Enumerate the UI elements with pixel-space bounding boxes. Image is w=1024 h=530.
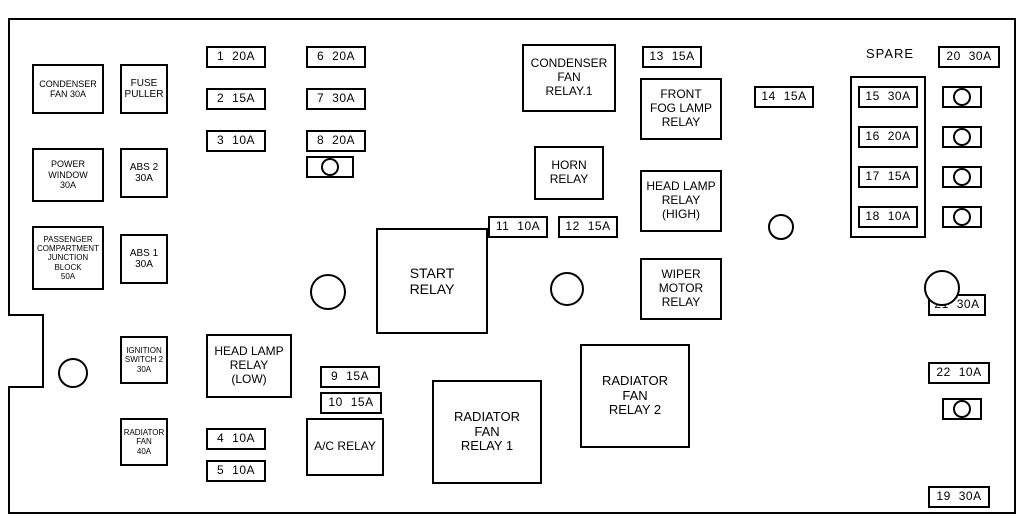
fuse-4: 410A — [206, 428, 266, 450]
fuse-11: 1110A — [488, 216, 548, 238]
cb-6 — [942, 398, 982, 420]
fuse-17: 1715A — [858, 166, 918, 188]
cb-3 — [942, 126, 982, 148]
fuse-18: 1810A — [858, 206, 918, 228]
head-lamp-relay-low: HEAD LAMPRELAY(LOW) — [206, 334, 292, 398]
radiator-fan-40a: RADIATORFAN40A — [120, 418, 168, 466]
condenser-fan-relay-1: CONDENSERFANRELAY.1 — [522, 44, 616, 112]
fuse-10: 1015A — [320, 392, 382, 414]
cb-1 — [306, 156, 354, 178]
abs2-30a: ABS 230A — [120, 148, 168, 198]
bolt-left — [58, 358, 88, 388]
radiator-fan-relay-2: RADIATORFANRELAY 2 — [580, 344, 690, 448]
abs1-30a: ABS 130A — [120, 234, 168, 284]
bolt-mid-2 — [550, 272, 584, 306]
notch — [8, 314, 44, 388]
fuse-7: 730A — [306, 88, 366, 110]
head-lamp-relay-high: HEAD LAMPRELAY(HIGH) — [640, 170, 722, 232]
fusebox-outline: SPARE CONDENSERFAN 30A FUSEPULLER POWERWIN… — [8, 18, 1016, 514]
radiator-fan-relay-1: RADIATORFANRELAY 1 — [432, 380, 542, 484]
condenser-fan-30a: CONDENSERFAN 30A — [32, 64, 104, 114]
fuse-3: 310A — [206, 130, 266, 152]
fuse-5: 510A — [206, 460, 266, 482]
fuse-22: 2210A — [928, 362, 990, 384]
notch-cover — [4, 316, 12, 382]
fuse-16: 1620A — [858, 126, 918, 148]
fuse-15: 1530A — [858, 86, 918, 108]
fuse-2: 215A — [206, 88, 266, 110]
front-fog-lamp-relay: FRONTFOG LAMPRELAY — [640, 78, 722, 140]
cb-2 — [942, 86, 982, 108]
bolt-mid-1 — [310, 274, 346, 310]
fuse-13: 1315A — [642, 46, 702, 68]
horn-relay: HORNRELAY — [534, 146, 604, 200]
fuse-8: 820A — [306, 130, 366, 152]
bolt-right — [924, 270, 960, 306]
spare-label: SPARE — [866, 46, 914, 61]
power-window-30a: POWERWINDOW30A — [32, 148, 104, 202]
fuse-12: 1215A — [558, 216, 618, 238]
start-relay: STARTRELAY — [376, 228, 488, 334]
pcjb-50a: PASSENGERCOMPARTMENTJUNCTIONBLOCK50A — [32, 226, 104, 290]
wiper-motor-relay: WIPERMOTORRELAY — [640, 258, 722, 320]
cb-4 — [942, 166, 982, 188]
ac-relay: A/C RELAY — [306, 418, 384, 476]
fuse-19: 1930A — [928, 486, 990, 508]
fuse-6: 620A — [306, 46, 366, 68]
fuse-puller: FUSEPULLER — [120, 64, 168, 114]
bolt-mid-3 — [768, 214, 794, 240]
cb-5 — [942, 206, 982, 228]
fuse-1: 120A — [206, 46, 266, 68]
fuse-20: 2030A — [938, 46, 1000, 68]
fuse-9: 915A — [320, 366, 380, 388]
ign-sw2-30a: IGNITIONSWITCH 230A — [120, 336, 168, 384]
fuse-14: 1415A — [754, 86, 814, 108]
